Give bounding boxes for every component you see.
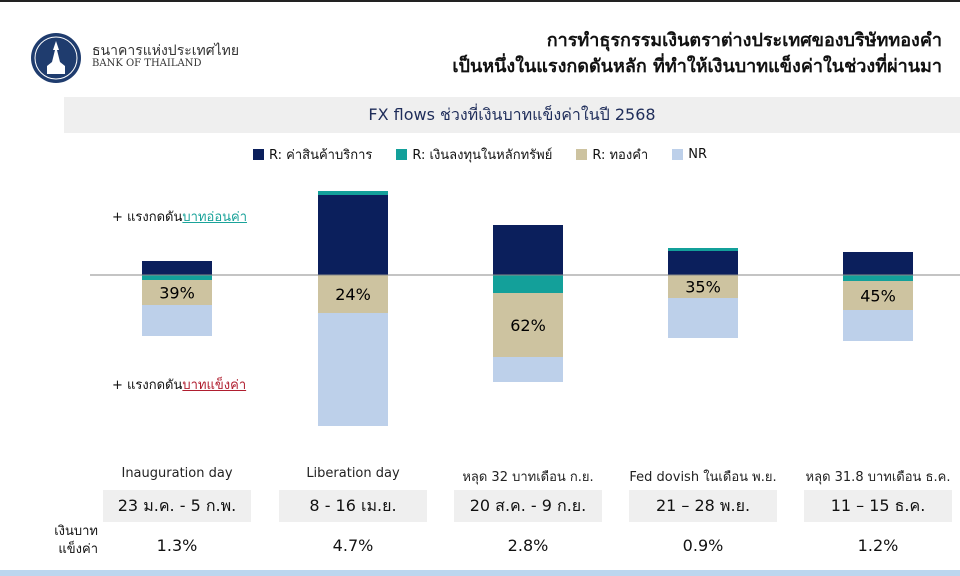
legend-item: R: เงินลงทุนในหลักทรัพย์ [396, 144, 552, 165]
title-line-2: เป็นหนึ่งในแรงกดดันหลัก ที่ทำให้เงินบาทแ… [452, 56, 942, 77]
legend-swatch [396, 149, 408, 160]
annotation-strong-baht: + แรงกดดันบาทแข็งค่า [112, 378, 247, 393]
bar-segment [318, 313, 388, 426]
baht-appreciation-value: 1.3% [156, 536, 198, 555]
bar-segment [142, 280, 212, 305]
title-line-1: การทำธุรกรรมเงินตราต่างประเทศของบริษัททอ… [546, 30, 942, 51]
legend-item: NR [672, 147, 707, 162]
legend-label: R: เงินลงทุนในหลักทรัพย์ [412, 148, 553, 163]
bar-segment [318, 191, 388, 195]
date-range: 8 - 16 เม.ย. [279, 490, 427, 522]
category-label: Inauguration day [121, 466, 233, 481]
gold-share-label: 45% [860, 287, 896, 306]
bank-name-en: BANK OF THAILAND [92, 58, 202, 69]
baht-appreciation-value: 0.9% [682, 536, 724, 555]
legend-swatch [253, 149, 264, 160]
page-title: การทำธุรกรรมเงินตราต่างประเทศของบริษัททอ… [452, 28, 942, 80]
bar-segment [493, 225, 563, 275]
gold-share-label: 24% [335, 285, 371, 304]
gold-share-label: 62% [510, 316, 546, 335]
bar-segment [843, 252, 913, 275]
date-range: 20 ส.ค. - 9 ก.ย. [454, 490, 602, 522]
bar-segment [668, 251, 738, 275]
legend-label: R: ทองคำ [592, 148, 649, 163]
bar-segment [668, 298, 738, 338]
legend-item: R: ค่าสินค้าบริการ [253, 144, 372, 165]
category-label: Fed dovish ในเดือน พ.ย. [629, 470, 777, 485]
row-label: เงินบาท แข็งค่า [54, 524, 98, 557]
bar-segment [318, 195, 388, 275]
bar-segment [843, 281, 913, 310]
bottom-border [0, 570, 960, 576]
top-border [0, 0, 960, 2]
bank-name-th: ธนาคารแห่งประเทศไทย [92, 43, 240, 59]
baht-appreciation-value: 2.8% [507, 536, 549, 555]
date-range: 23 ม.ค. - 5 ก.พ. [103, 490, 251, 522]
legend-item: R: ทองคำ [576, 144, 648, 165]
baht-appreciation-value: 4.7% [332, 536, 374, 555]
legend-swatch [576, 149, 588, 160]
stacked-bar-chart: 39% 24% 62% 35% 45% [90, 191, 960, 426]
chart-title: FX flows ช่วงที่เงินบาทแข็งค่าในปี 2568 [64, 97, 960, 133]
gold-share-label: 35% [685, 278, 721, 297]
annotation-weak-baht: + แรงกดดันบาทอ่อนค่า [112, 210, 248, 225]
date-range: 11 – 15 ธ.ค. [804, 490, 952, 522]
legend-label: NR [688, 147, 707, 162]
bar-segment [142, 261, 212, 275]
bar-segment [318, 275, 388, 313]
bar-segment [843, 310, 913, 341]
bar-segment [668, 275, 738, 298]
bank-of-thailand-logo [31, 33, 81, 83]
bar-segment [493, 275, 563, 293]
bar-segment [142, 305, 212, 336]
legend-swatch [672, 149, 684, 160]
gold-share-label: 39% [159, 284, 195, 303]
bar-segment [493, 357, 563, 382]
category-label: หลุด 32 บาทเดือน ก.ย. [462, 470, 594, 485]
bar-segment [843, 275, 913, 281]
bar-segment [668, 248, 738, 251]
bar-segment [493, 293, 563, 357]
category-label: Liberation day [306, 466, 400, 481]
baht-appreciation-value: 1.2% [857, 536, 899, 555]
category-label: หลุด 31.8 บาทเดือน ธ.ค. [805, 470, 951, 485]
legend-label: R: ค่าสินค้าบริการ [269, 148, 373, 163]
bar-segment [142, 275, 212, 280]
date-range: 21 – 28 พ.ย. [629, 490, 777, 522]
chart-legend: R: ค่าสินค้าบริการ R: เงินลงทุนในหลักทรัพ… [0, 144, 960, 165]
